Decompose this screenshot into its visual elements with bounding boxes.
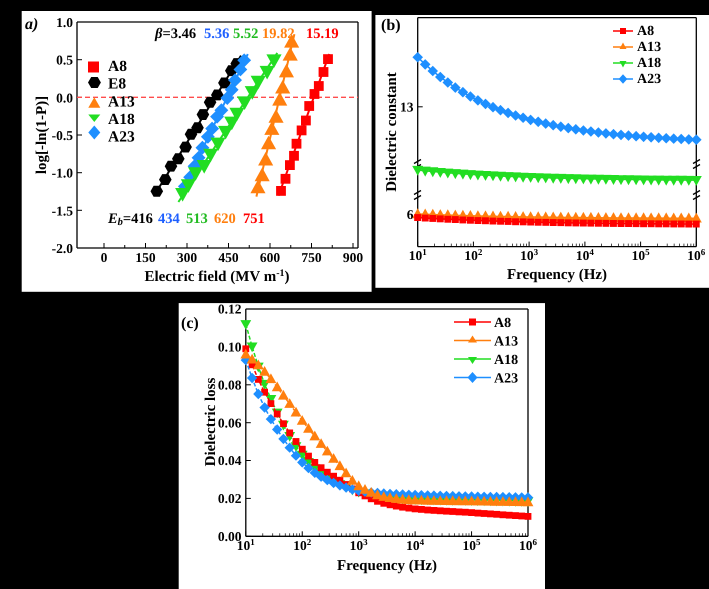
svg-text:13: 13 xyxy=(400,99,414,114)
svg-text:0.10: 0.10 xyxy=(218,340,242,355)
svg-text:Electric field (MV m-1): Electric field (MV m-1) xyxy=(144,268,289,285)
svg-text:150: 150 xyxy=(135,250,156,265)
svg-text:Frequency (Hz): Frequency (Hz) xyxy=(337,558,437,574)
svg-text:15.19: 15.19 xyxy=(306,26,339,42)
svg-text:Dielectric loss: Dielectric loss xyxy=(203,377,219,466)
svg-text:A23: A23 xyxy=(108,129,135,146)
svg-text:0.02: 0.02 xyxy=(218,491,242,506)
svg-text:a): a) xyxy=(25,16,38,33)
svg-text:-1.0: -1.0 xyxy=(52,166,74,181)
svg-text:513: 513 xyxy=(186,211,208,227)
svg-text:0.04: 0.04 xyxy=(218,453,242,468)
svg-text:900: 900 xyxy=(343,250,364,265)
svg-text:620: 620 xyxy=(214,211,236,227)
svg-text:1.0: 1.0 xyxy=(56,15,73,30)
svg-text:0.0: 0.0 xyxy=(56,90,73,105)
svg-text:A23: A23 xyxy=(494,372,518,387)
svg-text:A8: A8 xyxy=(108,58,127,75)
svg-text:A8: A8 xyxy=(637,24,654,39)
svg-text:A18: A18 xyxy=(637,56,661,71)
svg-text:0.06: 0.06 xyxy=(218,415,242,430)
svg-text:0.5: 0.5 xyxy=(56,53,73,68)
svg-text:Frequency (Hz): Frequency (Hz) xyxy=(507,267,607,283)
svg-text:log[-ln(1-P)]: log[-ln(1-P)] xyxy=(34,96,50,174)
svg-text:0.08: 0.08 xyxy=(218,378,242,393)
svg-text:(b): (b) xyxy=(381,17,401,34)
svg-text:6: 6 xyxy=(407,207,414,222)
svg-text:0.00: 0.00 xyxy=(218,529,242,544)
svg-text:(c): (c) xyxy=(181,315,199,332)
svg-text:A23: A23 xyxy=(637,72,661,87)
svg-text:E8: E8 xyxy=(108,76,126,93)
svg-text:434: 434 xyxy=(158,211,180,227)
svg-text:A13: A13 xyxy=(494,335,518,350)
svg-text:0.12: 0.12 xyxy=(218,302,242,317)
svg-text:A18: A18 xyxy=(494,353,518,368)
svg-text:A13: A13 xyxy=(108,94,135,111)
svg-text:750: 750 xyxy=(301,250,322,265)
svg-text:0: 0 xyxy=(101,250,108,265)
svg-text:-2.0: -2.0 xyxy=(52,241,74,256)
svg-text:-0.5: -0.5 xyxy=(52,128,74,143)
svg-text:β=3.46: β=3.46 xyxy=(154,26,196,42)
svg-text:A8: A8 xyxy=(494,316,511,331)
svg-text:300: 300 xyxy=(177,250,198,265)
svg-text:450: 450 xyxy=(218,250,239,265)
svg-text:751: 751 xyxy=(243,211,265,227)
svg-text:600: 600 xyxy=(260,250,281,265)
svg-text:5.36: 5.36 xyxy=(204,26,229,42)
svg-text:A13: A13 xyxy=(637,40,661,55)
svg-text:5.52: 5.52 xyxy=(233,26,258,42)
svg-text:Eb=416: Eb=416 xyxy=(107,211,153,228)
svg-text:Dielectric constant: Dielectric constant xyxy=(384,72,400,192)
svg-text:-1.5: -1.5 xyxy=(52,203,74,218)
svg-text:A18: A18 xyxy=(108,111,135,128)
